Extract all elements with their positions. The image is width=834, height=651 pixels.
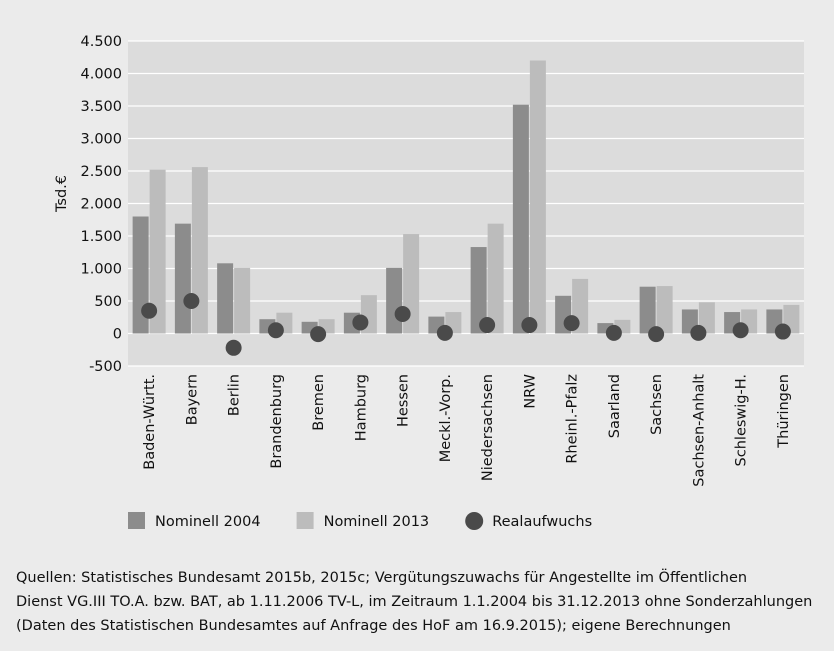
- legend-marker: [465, 512, 484, 530]
- x-tick-label: Hessen: [396, 374, 412, 427]
- y-tick-label: 3.000: [80, 132, 122, 148]
- bar: [217, 263, 234, 334]
- legend-swatch: [296, 512, 314, 529]
- bar: [470, 247, 487, 334]
- data-point: [732, 322, 749, 339]
- bar: [386, 267, 403, 334]
- x-tick-label: Niedersachsen: [480, 374, 496, 481]
- bar: [487, 223, 504, 334]
- y-tick-label: 2.500: [80, 164, 122, 180]
- data-point: [521, 317, 538, 334]
- x-tick-label: Bayern: [184, 374, 200, 425]
- bar: [639, 286, 656, 334]
- data-point: [563, 315, 580, 332]
- x-tick-label: Berlin: [227, 374, 243, 416]
- x-tick-label: Bremen: [311, 374, 327, 431]
- x-tick-label: NRW: [522, 374, 538, 409]
- x-tick-label: Meckl.-Vorp.: [438, 374, 454, 462]
- y-tick-label: 4.500: [80, 34, 122, 50]
- y-axis-label: Tsd.€: [54, 175, 70, 213]
- bar: [301, 321, 318, 334]
- data-point: [479, 317, 496, 334]
- y-tick-label: 1.500: [80, 229, 122, 245]
- source-caption: Quellen: Statistisches Bundesamt 2015b, …: [16, 566, 826, 638]
- bar: [529, 60, 546, 334]
- data-point: [141, 302, 158, 319]
- bar: [512, 104, 529, 334]
- x-tick-label: Sachsen: [649, 374, 665, 435]
- y-tick-label: 500: [94, 294, 122, 310]
- legend-label: Nominell 2004: [155, 514, 261, 530]
- x-tick-label: Schleswig-H.: [734, 374, 750, 466]
- y-tick-label: 3.500: [80, 99, 122, 115]
- legend-label: Nominell 2013: [324, 514, 430, 530]
- caption-line: (Daten des Statistischen Bundesamtes auf…: [16, 618, 731, 634]
- legend-swatch: [128, 512, 145, 529]
- bar: [149, 169, 166, 334]
- data-point: [394, 306, 411, 322]
- data-point: [605, 324, 622, 341]
- bar: [174, 223, 191, 334]
- data-point: [310, 326, 327, 343]
- caption-line: Quellen: Statistisches Bundesamt 2015b, …: [16, 570, 748, 586]
- bar-chart: 4.500 4.000 3.500 3.000 2.500 2.000 1.500 1.000…: [54, 34, 804, 530]
- x-tick-label: Hamburg: [353, 374, 369, 441]
- bar: [191, 167, 208, 334]
- y-tick-label: 4.000: [80, 67, 122, 83]
- x-tick-label: Baden-Württ.: [142, 374, 158, 470]
- x-tick-label: Saarland: [607, 374, 623, 438]
- data-point: [183, 293, 200, 309]
- bar: [597, 323, 614, 334]
- y-tick-label: -500: [89, 359, 122, 375]
- y-tick-label: 1.000: [80, 262, 122, 278]
- y-tick-label: 0: [113, 327, 122, 343]
- data-point: [352, 314, 369, 331]
- bar: [656, 286, 673, 334]
- data-point: [774, 323, 791, 340]
- caption-line: Dienst VG.III TO.A. bzw. BAT, ab 1.11.20…: [16, 594, 813, 610]
- data-point: [648, 326, 665, 343]
- x-tick-label: Brandenburg: [269, 374, 285, 469]
- y-tick-label: 2.000: [80, 197, 122, 213]
- data-point: [225, 339, 242, 356]
- data-point: [436, 324, 453, 341]
- x-tick-label: Thüringen: [776, 374, 792, 449]
- x-tick-label: Sachsen-Anhalt: [691, 374, 707, 487]
- data-point: [690, 324, 707, 341]
- bar: [698, 302, 715, 334]
- bar: [234, 267, 251, 334]
- data-point: [267, 322, 284, 339]
- legend-label: Realaufwuchs: [492, 514, 592, 530]
- x-tick-label: Rheinl.-Pfalz: [565, 374, 581, 464]
